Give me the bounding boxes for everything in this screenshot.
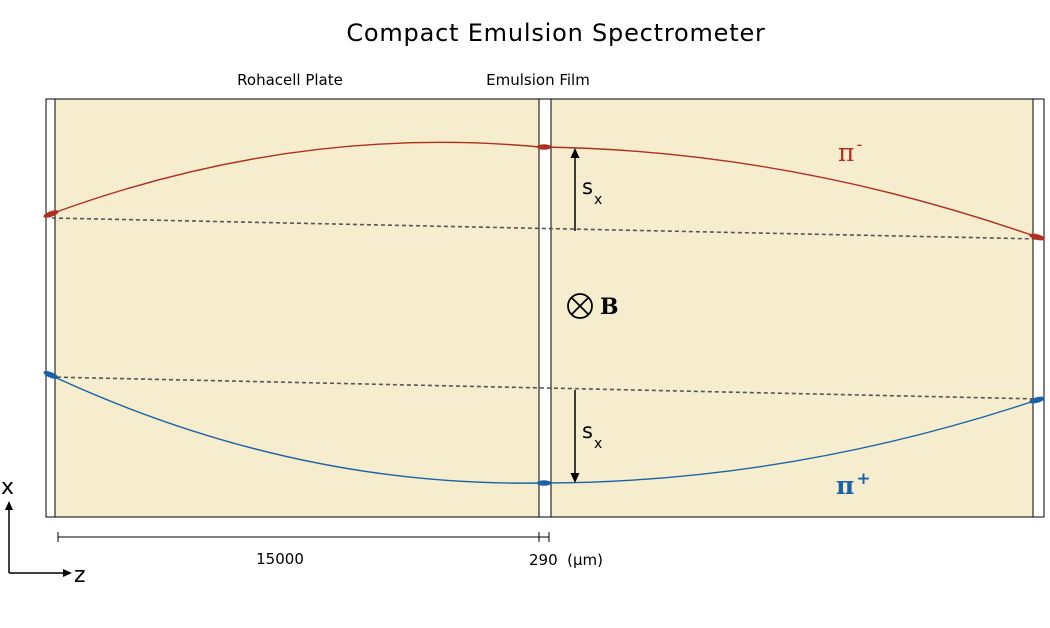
pi-minus-straight-reference [51, 217, 1041, 240]
coordinate-axes [5, 501, 72, 577]
emulsion-film-left [45, 98, 56, 518]
rohacell-plate-right [551, 99, 1033, 517]
magnetic-field-label: B [600, 294, 619, 320]
dimension-film-thickness: 290 (μm) [529, 551, 603, 569]
pi-minus-hit-left [43, 210, 59, 218]
detector-outline [45, 98, 1045, 518]
axis-z-label: z [74, 563, 86, 588]
emulsion-film-middle [538, 98, 552, 518]
emulsion-film-right [1032, 98, 1045, 518]
sagitta-label-top: sx [582, 175, 602, 208]
dimension-line [57, 532, 550, 542]
axis-x-label: x [1, 475, 14, 500]
sagitta-label-bottom: sx [582, 419, 602, 452]
diagram-title: Compact Emulsion Spectrometer [346, 19, 765, 47]
sagitta-arrow-top [570, 148, 580, 231]
pi-minus-label: π- [838, 135, 862, 167]
pi-minus-hit-right [1029, 233, 1045, 241]
dimension-rohacell-thickness: 15000 [256, 550, 304, 568]
emulsion-film-label: Emulsion Film [486, 71, 590, 89]
rohacell-plate-label: Rohacell Plate [237, 71, 343, 89]
pi-plus-hit-right [1029, 396, 1045, 404]
pi-minus-hit-middle [537, 144, 551, 150]
rohacell-plate-left [55, 99, 539, 517]
magnetic-field-into-page-icon [567, 293, 593, 319]
pi-plus-hit-middle [537, 480, 551, 486]
detector [45, 98, 1046, 518]
pi-plus-label: π + [836, 469, 871, 500]
sagitta-arrow-bottom [570, 390, 580, 483]
pi-plus-hit-left [43, 371, 59, 379]
